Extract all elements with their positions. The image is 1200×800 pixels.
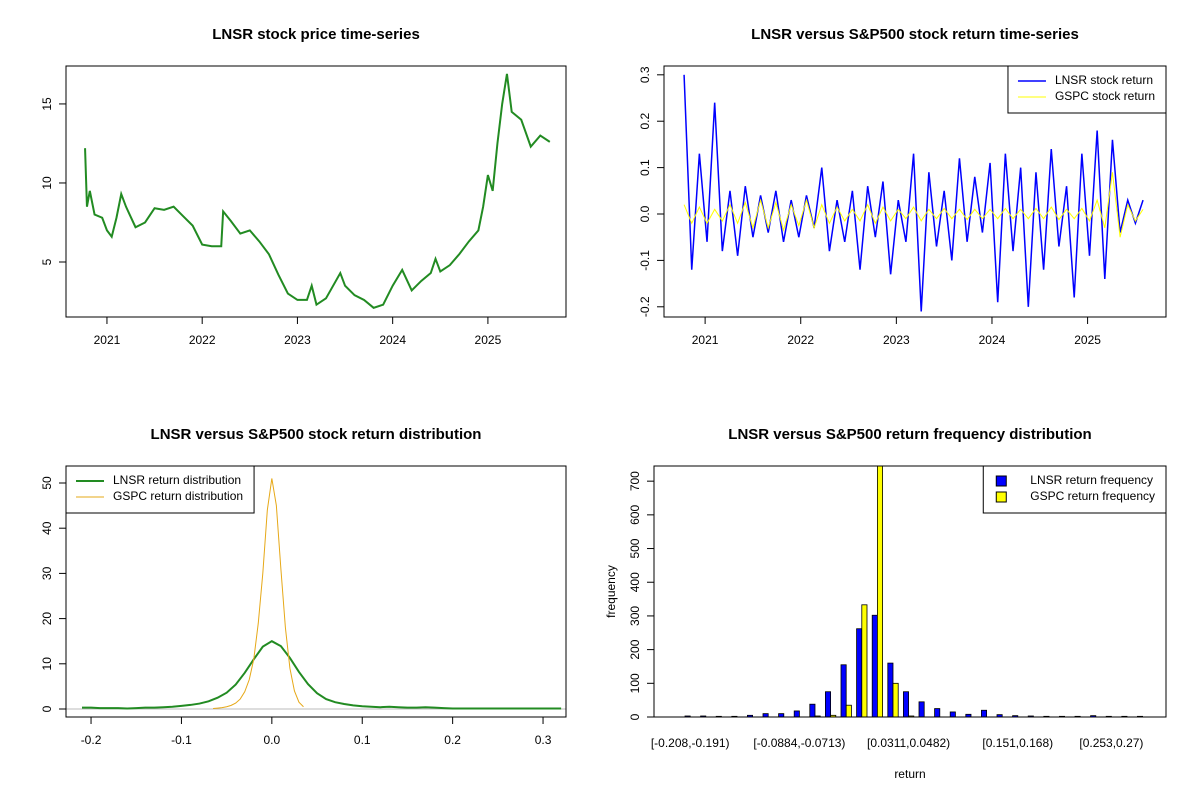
chart-title: LNSR versus S&P500 stock return time-ser… (751, 26, 1079, 43)
y-tick-label: 40 (40, 521, 54, 535)
legend-key (995, 475, 1007, 487)
y-tick-label: 0.0 (638, 205, 652, 222)
x-axis-label: return (894, 767, 925, 781)
legend (982, 465, 1167, 514)
y-axis-label: frequency (604, 565, 618, 618)
y-tick-label: 50 (40, 476, 54, 490)
y-tick-label: 500 (628, 538, 642, 558)
x-tick-label: [0.0311,0.0482) (867, 736, 950, 750)
x-tick-label: 0.3 (535, 733, 552, 747)
y-tick-label: 0.1 (638, 159, 652, 176)
legend-label: GSPC return distribution (113, 489, 243, 503)
plot-frame (653, 465, 1167, 718)
x-tick-label: 2022 (787, 333, 814, 347)
x-tick-label: [0.253,0.27) (1079, 736, 1143, 750)
x-tick-label: [-0.0884,-0.0713) (753, 736, 845, 750)
legend (1007, 65, 1167, 114)
bar (778, 713, 785, 717)
y-tick-label: 0.2 (638, 113, 652, 130)
y-tick-label: 0 (628, 713, 642, 720)
x-tick-label: 2022 (189, 333, 216, 347)
x-tick-label: 2024 (979, 333, 1006, 347)
bar (861, 604, 868, 717)
y-tick-label: 200 (628, 639, 642, 659)
x-tick-label: 2024 (379, 333, 406, 347)
x-tick-label: 2023 (883, 333, 910, 347)
series-line (683, 172, 1144, 238)
bar (809, 703, 816, 717)
y-tick-label: 100 (628, 673, 642, 693)
plot-frame (65, 465, 567, 718)
y-tick-label: 10 (40, 657, 54, 671)
y-tick-label: 5 (40, 258, 54, 265)
x-tick-label: [-0.208,-0.191) (651, 736, 730, 750)
plot-frame (65, 65, 567, 318)
x-tick-label: -0.1 (171, 733, 192, 747)
bar (892, 682, 899, 717)
legend (65, 465, 255, 514)
chart-title: LNSR versus S&P500 return frequency dist… (728, 426, 1091, 443)
legend-label: GSPC stock return (1055, 89, 1155, 103)
y-tick-label: 600 (628, 505, 642, 525)
bar (762, 713, 769, 717)
y-tick-label: 15 (40, 97, 54, 111)
bar (825, 691, 832, 717)
bar (887, 662, 894, 717)
legend-label: LNSR return distribution (113, 473, 241, 487)
x-tick-label: 2025 (475, 333, 502, 347)
legend-label: LNSR stock return (1055, 73, 1153, 87)
chart-title: LNSR stock price time-series (212, 26, 420, 43)
series-line (213, 478, 304, 710)
series-line (84, 73, 551, 309)
chart-title: LNSR versus S&P500 stock return distribu… (151, 426, 482, 443)
bar (871, 614, 878, 717)
y-tick-label: 20 (40, 612, 54, 626)
plot-frame (663, 65, 1167, 318)
y-tick-label: 400 (628, 572, 642, 592)
x-tick-label: [0.151,0.168) (982, 736, 1053, 750)
x-tick-label: 0.0 (263, 733, 280, 747)
bar (903, 691, 910, 717)
y-tick-label: 300 (628, 606, 642, 626)
bar (845, 704, 852, 717)
x-tick-label: 2023 (284, 333, 311, 347)
x-tick-label: 0.2 (444, 733, 461, 747)
y-tick-label: 700 (628, 471, 642, 491)
x-tick-label: -0.2 (81, 733, 102, 747)
legend-label: LNSR return frequency (1030, 473, 1153, 487)
y-tick-label: -0.2 (638, 296, 652, 317)
legend-key (995, 491, 1007, 503)
legend-label: GSPC return frequency (1030, 489, 1155, 503)
y-tick-label: 0 (40, 705, 54, 712)
y-tick-label: 30 (40, 566, 54, 580)
bar (949, 711, 956, 717)
bar (918, 701, 925, 717)
series-line (82, 640, 562, 710)
y-tick-label: 0.3 (638, 66, 652, 83)
series-line (683, 74, 1144, 312)
x-tick-label: 2021 (692, 333, 719, 347)
bar (934, 708, 941, 717)
y-tick-label: 10 (40, 176, 54, 190)
bar (856, 628, 863, 717)
x-tick-label: 2025 (1074, 333, 1101, 347)
x-tick-label: 2021 (94, 333, 121, 347)
bar (981, 709, 988, 717)
y-tick-label: -0.1 (638, 250, 652, 271)
bar (877, 466, 884, 717)
x-tick-label: 0.1 (354, 733, 371, 747)
bar (840, 664, 847, 717)
bar (793, 710, 800, 717)
